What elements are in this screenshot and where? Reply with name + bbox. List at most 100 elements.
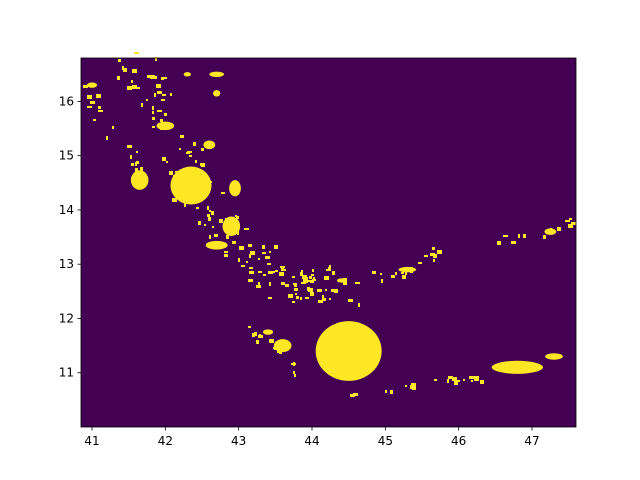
speckle [550, 228, 552, 231]
speckle [258, 335, 263, 338]
speckle [331, 289, 334, 292]
speckle [328, 267, 331, 271]
speckle [411, 383, 416, 386]
speckle [326, 269, 328, 271]
speckle [238, 258, 240, 262]
speckle [207, 214, 210, 217]
speckle [132, 69, 137, 73]
speckle [172, 198, 177, 202]
speckle [390, 390, 393, 394]
speckle [152, 126, 155, 128]
y-axis: 11 12 13 14 15 16 [59, 94, 81, 380]
speckle [300, 297, 302, 300]
speckle [176, 183, 181, 187]
speckle [448, 376, 453, 379]
speckle [208, 217, 211, 221]
speckle [262, 252, 266, 254]
speckle [158, 85, 160, 88]
speckle [249, 271, 254, 274]
speckle [141, 103, 143, 107]
speckle [279, 272, 284, 276]
blob [213, 90, 221, 97]
speckle [325, 289, 327, 291]
speckle [269, 251, 271, 253]
speckle [218, 242, 220, 244]
blob [491, 360, 543, 374]
x-tick-label: 42 [158, 434, 173, 448]
speckle [454, 381, 458, 385]
speckle [313, 277, 315, 280]
speckle [179, 148, 181, 150]
speckle [232, 241, 236, 244]
speckle [518, 234, 520, 238]
speckle [239, 246, 244, 250]
speckle [503, 235, 508, 237]
speckle [209, 235, 211, 239]
speckle [254, 332, 257, 336]
blob [398, 266, 417, 273]
speckle [274, 245, 278, 249]
speckle [154, 76, 157, 79]
speckle [177, 188, 179, 191]
speckle [207, 206, 209, 210]
speckle [410, 269, 413, 273]
speckle [294, 288, 298, 291]
speckle [138, 173, 143, 176]
speckle [249, 267, 253, 269]
speckle [187, 189, 189, 192]
speckle [146, 99, 148, 101]
speckle [130, 155, 132, 159]
speckle [161, 77, 164, 80]
speckle [300, 272, 303, 276]
speckle [511, 241, 516, 244]
speckle [122, 66, 124, 70]
speckle [280, 266, 285, 268]
speckle [296, 296, 299, 299]
speckle [201, 174, 203, 177]
speckle [200, 185, 202, 188]
speckle [310, 292, 314, 296]
speckle [353, 393, 358, 396]
speckle [176, 192, 181, 194]
speckle [265, 256, 270, 259]
blob [156, 121, 175, 131]
speckle [226, 235, 229, 239]
speckle [432, 247, 435, 250]
speckle [569, 218, 572, 220]
speckle [132, 85, 137, 89]
speckle [191, 172, 196, 175]
speckle [405, 271, 407, 275]
speckle [117, 76, 120, 80]
speckle [281, 269, 286, 271]
speckle [136, 161, 139, 164]
speckle [152, 117, 155, 120]
blob [229, 180, 241, 197]
speckle [170, 93, 172, 96]
speckle [127, 145, 132, 148]
speckle [219, 219, 223, 223]
speckle [409, 267, 413, 270]
speckle [152, 111, 154, 114]
speckle [381, 279, 383, 283]
speckle [106, 136, 108, 140]
speckle [318, 300, 323, 303]
blob [315, 321, 382, 381]
speckle [211, 211, 214, 215]
speckle [310, 281, 314, 283]
speckle [196, 207, 199, 209]
speckle [295, 293, 297, 295]
plot-frame [80, 57, 577, 428]
x-tick-label: 44 [304, 434, 319, 448]
speckle [401, 272, 404, 274]
speckle [180, 135, 184, 138]
speckle [472, 376, 475, 378]
x-tick-label: 46 [451, 434, 466, 448]
speckle [256, 340, 259, 344]
speckle [348, 299, 353, 302]
speckle [308, 288, 313, 292]
speckle [277, 349, 280, 353]
speckle [294, 374, 296, 377]
speckle [497, 241, 501, 245]
speckle [169, 171, 173, 175]
